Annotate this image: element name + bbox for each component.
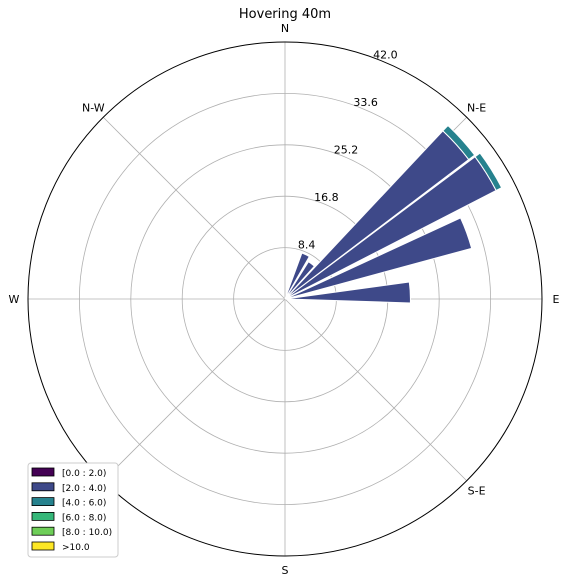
grid-spoke [102,116,286,300]
legend-swatch [31,541,55,551]
direction-label: W [9,293,20,306]
legend: [0.0 : 2.0) [2.0 : 4.0) [4.0 : 6.0) [6.0 : … [27,462,119,558]
direction-label: S-E [468,485,486,498]
direction-label: S [282,564,289,577]
ring-labels: 8.4 16.8 25.2 33.6 42.0 [298,49,398,252]
legend-entry: [0.0 : 2.0) [62,469,106,479]
windrose-bar [474,152,503,192]
windrose-bar [285,281,411,304]
grid-spoke [284,298,468,482]
direction-label: N [281,22,289,35]
legend-entry: [8.0 : 10.0) [62,528,112,538]
direction-label: N-W [82,101,105,114]
legend-swatch [31,467,55,477]
legend-swatch [31,512,55,521]
legend-entry: >10.0 [62,543,90,553]
grid-spoke [102,298,286,482]
chart-title: Hovering 40m [239,7,331,22]
direction-label: E [553,293,560,306]
legend-entry: [2.0 : 4.0) [62,484,106,494]
ring-label: 42.0 [373,49,398,62]
legend-swatch [31,497,55,507]
windrose-bar [442,124,476,161]
legend-swatch [31,482,55,492]
direction-label: N-E [467,101,486,114]
legend-swatch [31,526,55,536]
ring-label: 33.6 [353,96,378,109]
direction-labels: EN-ENN-WWS-WSS-E [9,22,560,577]
ring-label: 16.8 [314,191,339,204]
legend-entry: [4.0 : 6.0) [62,499,106,509]
outer-frame [27,41,543,557]
ring-label: 25.2 [334,144,359,157]
legend-entry: [6.0 : 8.0) [62,513,106,523]
ring-label: 8.4 [298,239,316,252]
bars [284,124,503,304]
